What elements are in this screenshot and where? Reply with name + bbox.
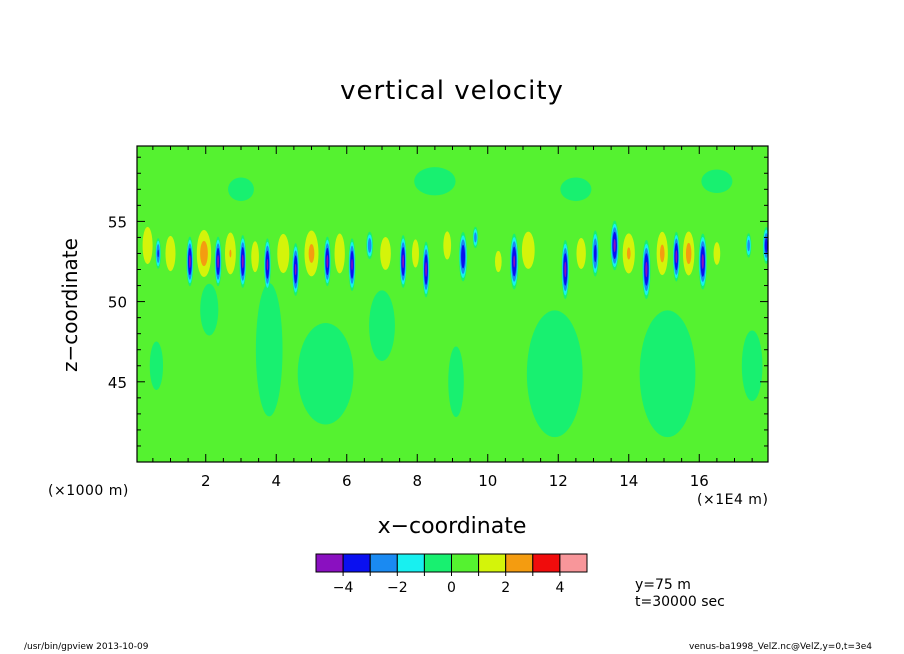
contour-cell-45 [448,346,464,418]
contour-cell-33 [659,244,665,263]
x-tick-label: 14 [619,472,638,490]
colorbar-swatch [505,553,534,573]
footer-left: /usr/bin/gpview 2013-10-09 [24,642,149,652]
contour-cell-24 [495,250,502,273]
x-tick-label: 10 [478,472,497,490]
contour-cell-31 [626,247,631,260]
contour-cell-25 [513,255,516,268]
colorbar-swatch [451,553,480,573]
contour-cell-44 [369,290,395,361]
contour-cell-47 [639,310,696,438]
x-tick-label: 2 [201,472,211,490]
info-y-level: y=75 m [635,577,691,593]
colorbar-swatch [559,553,588,573]
colorbar-swatch [396,553,425,573]
contour-cell-1 [157,249,159,258]
colorbar-swatch [342,553,371,573]
contour-cell-7 [241,254,244,269]
contour-cell-51 [560,177,592,202]
x-tick-label: 8 [412,472,422,490]
contour-cell-8 [251,241,259,273]
contour-cell-14 [334,233,345,274]
contour-cell-6 [229,249,232,258]
colorbar-tick-label: −4 [333,580,354,596]
contour-cell-23 [474,232,477,243]
contour-cell-15 [351,258,353,271]
y-axis-label: z−coordinate [58,238,82,372]
contour-cell-4 [200,240,208,267]
x-axis-label: x−coordinate [377,514,527,539]
x-tick-label: 16 [690,472,709,490]
contour-cell-20 [425,262,427,277]
contour-cell-42 [255,283,283,417]
contour-cell-29 [593,244,597,263]
info-time: t=30000 sec [635,594,725,610]
colorbar-swatch [478,553,507,573]
contour-cell-48 [741,330,763,402]
colorbar-tick-label: 2 [501,580,510,596]
contour-cell-46 [526,310,583,438]
contour-cell-52 [701,169,733,194]
contour-cell-19 [412,239,419,268]
contour-cell-5 [217,254,219,269]
contour-cell-35 [685,242,692,265]
contour-cell-40 [149,341,164,391]
colorbar-swatch [532,553,561,573]
colorbar-swatch [315,553,344,573]
chart-title: vertical velocity [340,76,564,106]
colorbar-tick-label: 4 [555,580,564,596]
contour-cell-12 [308,244,315,263]
contour-cell-16 [367,238,372,253]
x-tick-label: 6 [342,472,352,490]
contour-cell-50 [414,167,456,196]
x-tick-label: 12 [549,472,568,490]
contour-cell-22 [461,244,466,269]
contour-cell-9 [266,258,269,271]
contour-field [137,146,768,462]
contour-cell-49 [228,177,254,202]
contour-cell-27 [564,261,567,278]
contour-cell-39 [764,237,768,254]
contour-cell-18 [402,254,405,269]
contour-cell-11 [294,263,297,276]
contour-cell-43 [297,323,354,425]
contour-cell-0 [142,226,153,265]
x-tick-label: 4 [271,472,281,490]
contour-cell-41 [200,283,219,336]
contour-cell-32 [645,261,648,278]
y-tick-label: 55 [108,213,127,231]
colorbar-tick-label: −2 [387,580,408,596]
footer-right: venus-ba1998_VelZ.nc@VelZ,y=0,t=3e4 [688,642,872,652]
info-block: y=75 m t=30000 sec [635,577,725,611]
y-tick-label: 50 [108,294,127,312]
contour-cell-26 [521,231,535,269]
contour-cell-37 [713,242,721,265]
contour-cell-2 [165,235,176,272]
contour-cell-38 [747,239,750,252]
contour-cell-21 [443,231,452,260]
axes: 2 4 6 8 10 12 14 16 45 50 55 [108,146,768,490]
x-units-left: (×1000 m) [48,483,129,499]
contour-cell-36 [701,254,704,269]
colorbar-swatch [423,553,452,573]
contour-cell-30 [613,238,616,253]
contour-cell-13 [326,254,329,269]
colorbar: −4 −2 0 2 4 [315,553,588,596]
colorbar-tick-label: 0 [447,580,456,596]
x-units-right: (×1E4 m) [697,492,769,508]
contour-cell-10 [277,233,290,274]
contour-cell-28 [576,237,586,269]
colorbar-swatch [369,553,398,573]
contour-cell-17 [380,237,391,270]
contour-cell-3 [188,254,191,269]
contour-cell-34 [675,250,678,264]
y-tick-label: 45 [108,374,127,392]
